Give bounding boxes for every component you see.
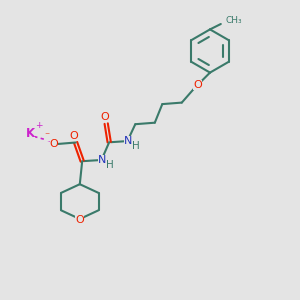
Text: K: K: [26, 127, 35, 140]
Text: H: H: [132, 141, 140, 151]
Text: N: N: [98, 154, 106, 165]
Text: ⁻: ⁻: [45, 131, 50, 142]
Text: N: N: [124, 136, 132, 146]
Text: CH₃: CH₃: [226, 16, 242, 25]
Text: H: H: [106, 160, 114, 170]
Text: O: O: [70, 131, 79, 141]
Text: O: O: [50, 139, 58, 149]
Text: O: O: [75, 214, 84, 225]
Text: O: O: [100, 112, 109, 122]
Text: O: O: [193, 80, 202, 90]
Text: +: +: [35, 121, 43, 130]
